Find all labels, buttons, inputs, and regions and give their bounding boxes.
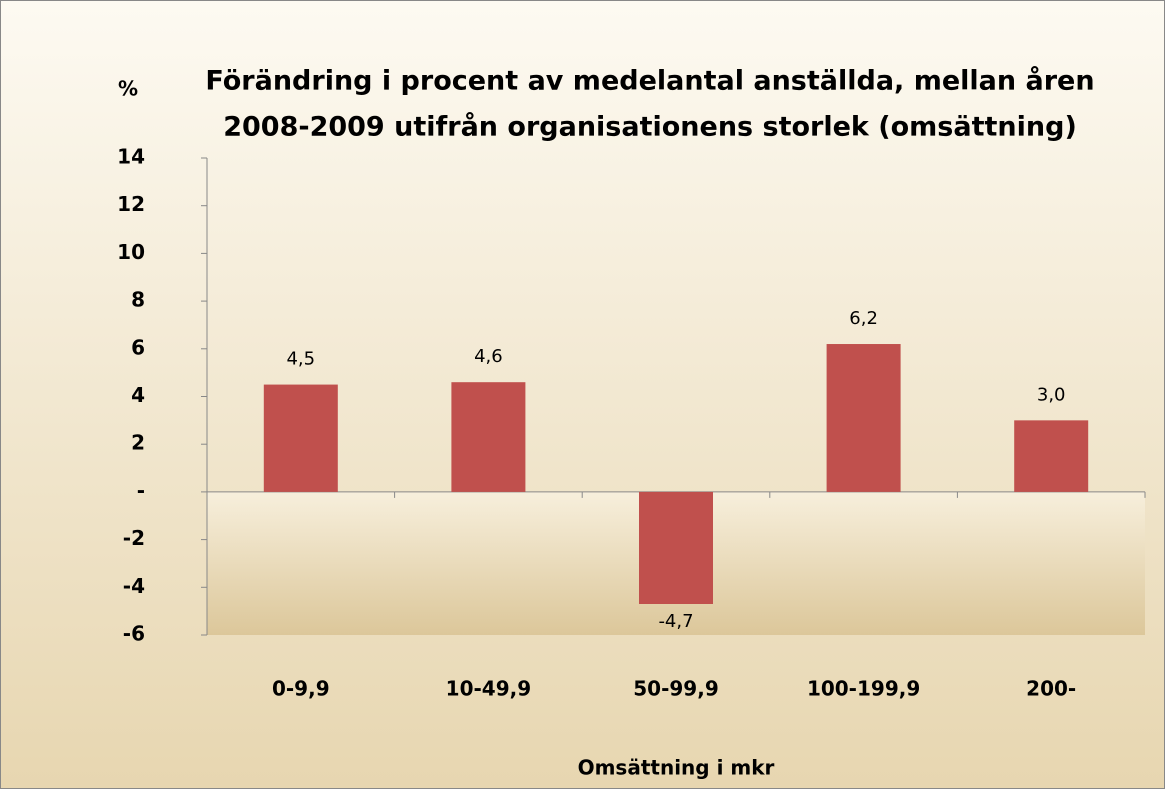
- y-tick-label: -: [137, 478, 145, 502]
- x-axis-label: Omsättning i mkr: [578, 756, 775, 780]
- y-axis-label: %: [118, 77, 138, 101]
- x-tick-label: 100-199,9: [807, 677, 920, 701]
- bar: [263, 384, 338, 492]
- y-tick-label: 4: [131, 383, 145, 407]
- chart-title: Förändring i procent av medelantal anstä…: [205, 65, 1094, 97]
- y-tick-label: 2: [131, 431, 145, 455]
- y-tick-label: 8: [131, 288, 145, 312]
- y-tick-label: -4: [123, 574, 145, 598]
- data-label: 3,0: [1037, 384, 1066, 405]
- data-label: 4,6: [474, 346, 503, 367]
- bar: [826, 344, 901, 492]
- bar: [1014, 420, 1089, 492]
- chart-title: 2008-2009 utifrån organisationens storle…: [223, 111, 1077, 143]
- x-tick-label: 50-99,9: [633, 677, 718, 701]
- bar: [639, 491, 713, 604]
- y-tick-label: 6: [131, 335, 145, 359]
- data-label: 4,5: [286, 349, 315, 370]
- x-tick-label: 200-: [1026, 677, 1076, 701]
- y-tick-label: -2: [123, 526, 145, 550]
- y-tick-label: 12: [117, 192, 145, 216]
- y-tick-label: -6: [123, 622, 145, 646]
- y-tick-label: 14: [117, 145, 145, 169]
- bar: [451, 382, 526, 492]
- data-label: -4,7: [658, 611, 693, 632]
- data-label: 6,2: [849, 308, 878, 329]
- x-tick-label: 0-9,9: [272, 677, 330, 701]
- y-tick-label: 10: [117, 240, 145, 264]
- x-tick-label: 10-49,9: [446, 677, 531, 701]
